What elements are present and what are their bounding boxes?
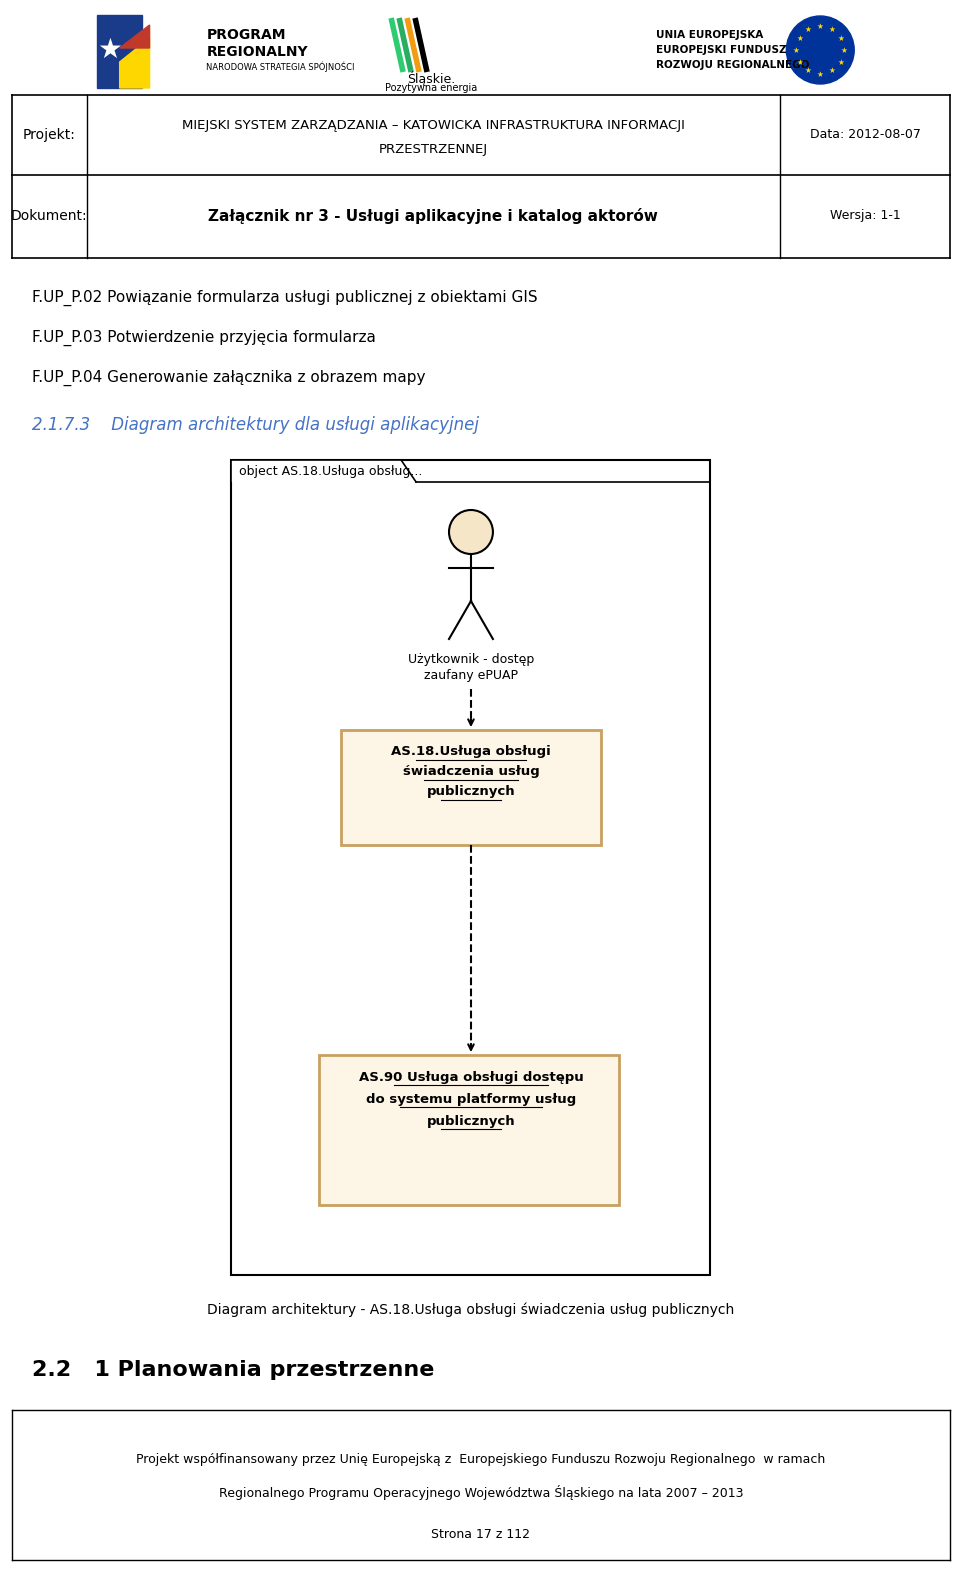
Text: ★: ★ (793, 46, 800, 54)
Text: F.UP_P.03 Potwierdzenie przyjęcia formularza: F.UP_P.03 Potwierdzenie przyjęcia formul… (32, 330, 375, 346)
Bar (320, 1056, 618, 1205)
Text: ★: ★ (796, 33, 803, 43)
Text: Regionalnego Programu Operacyjnego Województwa Śląskiego na lata 2007 – 2013: Regionalnego Programu Operacyjnego Wojew… (219, 1485, 743, 1499)
Text: Strona 17 z 112: Strona 17 z 112 (431, 1528, 531, 1542)
Text: Data: 2012-08-07: Data: 2012-08-07 (809, 128, 921, 141)
Text: do systemu platformy usług: do systemu platformy usług (366, 1092, 576, 1105)
Text: PRZESTRZENNEJ: PRZESTRZENNEJ (378, 144, 488, 157)
Text: ★: ★ (817, 22, 824, 30)
Text: Załącznik nr 3 - Usługi aplikacyjne i katalog aktorów: Załącznik nr 3 - Usługi aplikacyjne i ka… (208, 208, 658, 223)
Text: ★: ★ (804, 25, 812, 33)
Circle shape (786, 16, 854, 84)
Text: Pozytywna energia: Pozytywna energia (385, 82, 477, 94)
Bar (231, 460, 710, 1274)
Text: Dokument:: Dokument: (11, 209, 87, 223)
Bar (341, 731, 601, 845)
Text: ★: ★ (828, 67, 836, 74)
Text: 2.2   1 Planowania przestrzenne: 2.2 1 Planowania przestrzenne (32, 1360, 434, 1381)
Text: NARODOWA STRATEGIA SPÓJNOŚCI: NARODOWA STRATEGIA SPÓJNOŚCI (206, 62, 355, 73)
Text: object AS.18.Usługa obsług...: object AS.18.Usługa obsług... (239, 464, 422, 477)
Bar (231, 460, 401, 482)
Text: Wersja: 1-1: Wersja: 1-1 (829, 209, 900, 222)
Text: 2.1.7.3    Diagram architektury dla usługi aplikacyjnej: 2.1.7.3 Diagram architektury dla usługi … (32, 415, 479, 434)
Text: publicznych: publicznych (426, 786, 516, 799)
Text: ★: ★ (837, 57, 845, 67)
Circle shape (449, 510, 492, 555)
Polygon shape (120, 25, 150, 48)
Text: ★: ★ (804, 67, 812, 74)
Text: zaufany ePUAP: zaufany ePUAP (424, 669, 518, 682)
Text: Śląskie.: Śląskie. (407, 70, 455, 86)
Polygon shape (97, 14, 142, 89)
Text: ★: ★ (817, 70, 824, 79)
Text: AS.18.Usługa obsługi: AS.18.Usługa obsługi (391, 745, 551, 759)
Text: PROGRAM: PROGRAM (206, 29, 286, 41)
Text: Projekt współfinansowany przez Unię Europejską z  Europejskiego Funduszu Rozwoju: Projekt współfinansowany przez Unię Euro… (136, 1453, 826, 1466)
Text: ★: ★ (796, 57, 803, 67)
Text: ★: ★ (837, 33, 845, 43)
Text: EUROPEJSKI FUNDUSZ: EUROPEJSKI FUNDUSZ (656, 44, 786, 55)
Text: F.UP_P.04 Generowanie załącznika z obrazem mapy: F.UP_P.04 Generowanie załącznika z obraz… (32, 369, 425, 387)
Text: Diagram architektury - AS.18.Usługa obsługi świadczenia usług publicznych: Diagram architektury - AS.18.Usługa obsł… (207, 1303, 734, 1317)
Polygon shape (120, 38, 150, 89)
Text: ROZWOJU REGIONALNEGO: ROZWOJU REGIONALNEGO (656, 60, 809, 70)
Text: F.UP_P.02 Powiązanie formularza usługi publicznej z obiektami GIS: F.UP_P.02 Powiązanie formularza usługi p… (32, 290, 538, 306)
Text: świadczenia usług: świadczenia usług (402, 766, 540, 778)
Text: Użytkownik - dostęp: Użytkownik - dostęp (408, 653, 534, 666)
Text: UNIA EUROPEJSKA: UNIA EUROPEJSKA (656, 30, 763, 40)
Text: Projekt:: Projekt: (22, 128, 75, 143)
Text: ★: ★ (828, 25, 836, 33)
Text: publicznych: publicznych (426, 1114, 516, 1127)
Text: MIEJSKI SYSTEM ZARZĄDZANIA – KATOWICKA INFRASTRUKTURA INFORMACJI: MIEJSKI SYSTEM ZARZĄDZANIA – KATOWICKA I… (181, 119, 684, 132)
Text: REGIONALNY: REGIONALNY (206, 44, 308, 59)
Text: ★: ★ (97, 36, 122, 63)
Text: ★: ★ (841, 46, 848, 54)
Text: AS.90 Usługa obsługi dostępu: AS.90 Usługa obsługi dostępu (359, 1070, 584, 1084)
